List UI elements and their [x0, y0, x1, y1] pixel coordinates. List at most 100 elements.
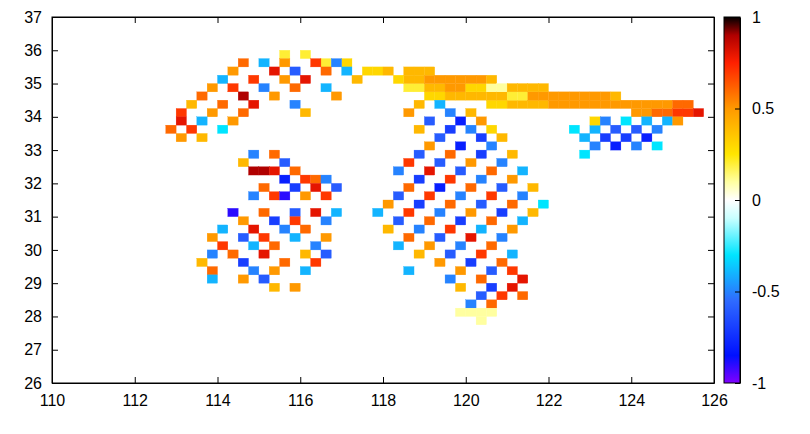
cell: [300, 267, 310, 275]
cell: [652, 109, 662, 117]
cell: [466, 125, 476, 133]
tick: 37: [24, 9, 58, 26]
cell: [290, 183, 300, 191]
cell: [486, 84, 496, 92]
cell: [269, 217, 279, 225]
cell: [259, 233, 269, 241]
cell: [424, 117, 434, 125]
tick: [549, 17, 550, 23]
cell: [455, 308, 465, 316]
cell: [497, 92, 507, 100]
tick-label: 32: [24, 175, 42, 192]
cell: [269, 150, 279, 158]
cell: [486, 308, 496, 316]
tick-label: 110: [40, 392, 66, 409]
cell: [269, 192, 279, 200]
cell: [580, 100, 590, 108]
cell: [393, 242, 403, 250]
cell: [476, 275, 486, 283]
cell: [269, 267, 279, 275]
cell: [311, 242, 321, 250]
cell: [466, 300, 476, 308]
cell: [486, 92, 496, 100]
cell: [362, 67, 372, 75]
cell: [290, 84, 300, 92]
cell: [507, 225, 517, 233]
cell: [662, 109, 672, 117]
tick: 120: [453, 377, 480, 409]
cell: [559, 100, 569, 108]
cell: [280, 158, 290, 166]
cell: [414, 67, 424, 75]
cell: [631, 100, 641, 108]
cell: [321, 250, 331, 258]
cell: [466, 258, 476, 266]
cell: [393, 192, 403, 200]
tick-mark: [708, 316, 714, 317]
cell: [228, 67, 238, 75]
cell: [528, 84, 538, 92]
cell: [311, 208, 321, 216]
cell: [642, 100, 652, 108]
cell: [435, 92, 445, 100]
cell: [445, 225, 455, 233]
tick: [708, 316, 714, 317]
cell: [517, 92, 527, 100]
cell: [476, 150, 486, 158]
cell: [218, 100, 228, 108]
cell: [455, 75, 465, 83]
cell: [404, 183, 414, 191]
tick-mark: [52, 84, 58, 85]
tick-label: 29: [24, 275, 42, 292]
cell: [580, 92, 590, 100]
tick: 28: [24, 308, 58, 325]
tick-label: -1: [752, 375, 766, 392]
tick: 35: [24, 75, 58, 92]
tick-label: 35: [24, 75, 42, 92]
cell: [683, 100, 693, 108]
tick: [708, 150, 714, 151]
cell: [517, 100, 527, 108]
cell: [486, 125, 496, 133]
cell: [486, 142, 496, 150]
cell: [383, 200, 393, 208]
cell: [404, 267, 414, 275]
tick: 112: [122, 377, 148, 409]
cell: [507, 84, 517, 92]
cell: [311, 175, 321, 183]
cell: [186, 100, 196, 108]
cell: [507, 100, 517, 108]
cell: [238, 158, 248, 166]
cell: [466, 233, 476, 241]
cell: [290, 233, 300, 241]
tick-mark: [300, 17, 301, 23]
cell: [280, 50, 290, 58]
cell: [497, 133, 507, 141]
cell: [300, 50, 310, 58]
cell: [466, 109, 476, 117]
cell: [424, 92, 434, 100]
tick-label: -0.5: [752, 283, 780, 300]
tick-mark: [549, 17, 550, 23]
cell: [476, 200, 486, 208]
tick: [52, 17, 53, 23]
cell: [497, 100, 507, 108]
cell: [497, 158, 507, 166]
tick-label: 120: [453, 392, 480, 409]
tick: 31: [24, 208, 58, 225]
cell: [342, 67, 352, 75]
cell: [331, 92, 341, 100]
cell: [393, 167, 403, 175]
tick-mark: [52, 217, 58, 218]
cell: [249, 267, 259, 275]
tick-mark: [708, 217, 714, 218]
cell: [176, 109, 186, 117]
cell: [414, 175, 424, 183]
cell: [476, 292, 486, 300]
tick-mark: [708, 350, 714, 351]
cell: [528, 100, 538, 108]
cell: [238, 109, 248, 117]
tick-mark: [52, 150, 58, 151]
tick: [708, 350, 714, 351]
tick-mark: [631, 377, 632, 383]
